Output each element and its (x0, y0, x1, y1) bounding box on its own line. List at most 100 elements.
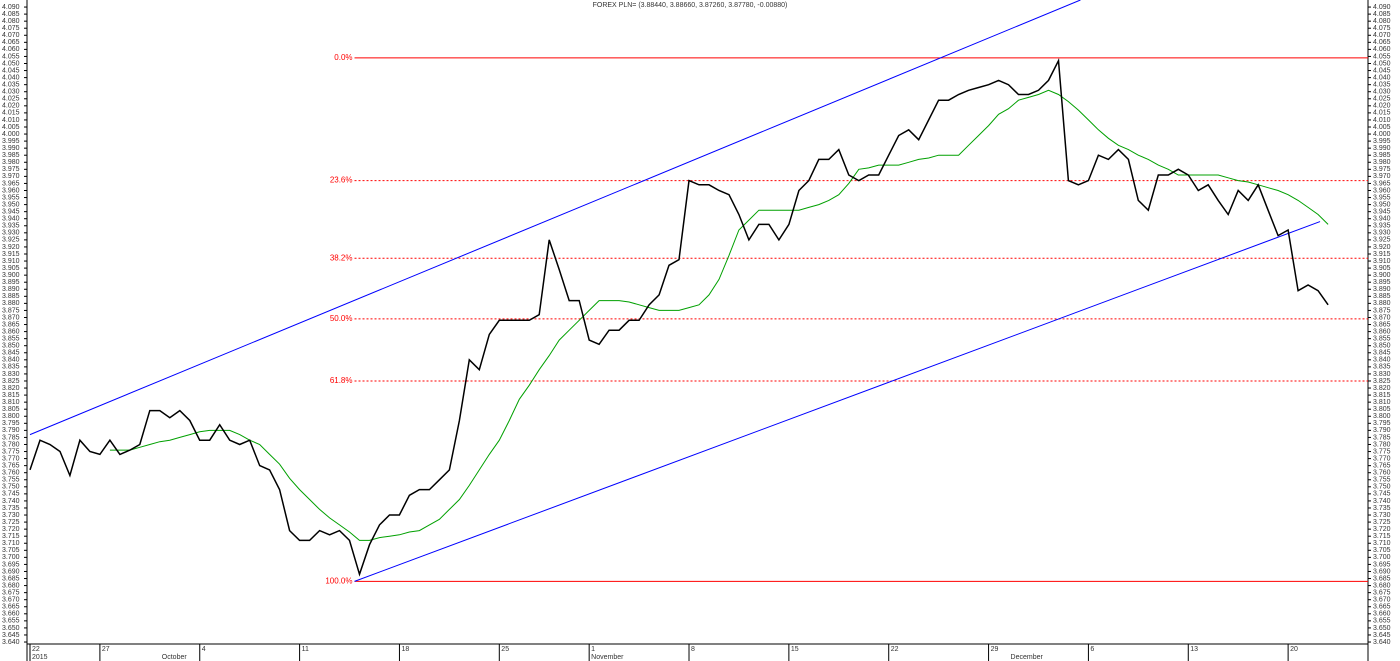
y-tick-label: 3.880 (2, 300, 20, 307)
x-tick-label: 29 (991, 646, 999, 653)
x-tick-label: 8 (691, 646, 695, 653)
y-tick-label: 3.980 (2, 159, 20, 166)
fib-label: 100.0% (325, 576, 352, 585)
y-tick-label: 3.990 (2, 145, 20, 152)
y-tick-label: 3.715 (2, 533, 20, 540)
series-line (29, 57, 1329, 577)
y-tick-label: 4.015 (1373, 110, 1391, 117)
x-tick-label: 15 (791, 646, 799, 653)
y-tick-label: 4.085 (2, 11, 20, 18)
y-tick-label: 3.905 (2, 265, 20, 272)
x-tick-label: 13 (1190, 646, 1198, 653)
y-tick-label: 3.740 (1373, 498, 1391, 505)
y-tick-label: 3.760 (1373, 470, 1391, 477)
y-tick-label: 3.865 (2, 321, 20, 328)
y-tick-label: 3.875 (1373, 307, 1391, 314)
y-tick-label: 3.640 (2, 639, 20, 646)
y-tick-label: 3.910 (2, 258, 20, 265)
y-tick-label: 3.725 (2, 519, 20, 526)
y-tick-label: 3.770 (2, 455, 20, 462)
y-tick-label: 3.730 (1373, 512, 1391, 519)
y-tick-label: 3.665 (1373, 604, 1391, 611)
y-tick-label: 3.795 (1373, 420, 1391, 427)
y-tick-label: 3.900 (2, 272, 20, 279)
y-tick-label: 3.800 (2, 413, 20, 420)
y-tick-label: 3.940 (1373, 216, 1391, 223)
y-tick-label: 3.675 (2, 589, 20, 596)
fib-label: 23.6% (330, 176, 353, 185)
y-tick-label: 3.770 (1373, 455, 1391, 462)
y-tick-label: 3.715 (1373, 533, 1391, 540)
trend-line (29, 0, 1081, 436)
y-tick-label: 4.040 (1373, 74, 1391, 81)
y-tick-label: 3.950 (1373, 201, 1391, 208)
y-tick-label: 3.885 (2, 293, 20, 300)
series-line (109, 89, 1329, 541)
y-tick-label: 4.005 (2, 124, 20, 131)
y-tick-label: 3.690 (2, 568, 20, 575)
y-tick-label: 4.035 (2, 82, 20, 89)
y-tick-label: 3.970 (1373, 173, 1391, 180)
y-tick-label: 3.695 (2, 561, 20, 568)
y-tick-label: 3.680 (1373, 582, 1391, 589)
y-tick-label: 3.890 (2, 286, 20, 293)
x-tick-label: 27 (102, 646, 110, 653)
y-tick-label: 4.030 (2, 89, 20, 96)
y-tick-label: 4.015 (2, 110, 20, 117)
y-tick-label: 3.680 (2, 582, 20, 589)
y-tick-label: 3.760 (2, 470, 20, 477)
y-tick-label: 3.845 (1373, 350, 1391, 357)
y-tick-label: 3.915 (1373, 251, 1391, 258)
y-tick-label: 3.840 (2, 357, 20, 364)
y-tick-label: 3.705 (2, 547, 20, 554)
x-tick-label: 18 (401, 646, 409, 653)
y-tick-label: 3.810 (1373, 399, 1391, 406)
y-tick-label: 3.945 (1373, 209, 1391, 216)
y-tick-label: 3.655 (2, 618, 20, 625)
y-tick-label: 3.735 (1373, 505, 1391, 512)
y-tick-label: 4.035 (1373, 82, 1391, 89)
y-tick-label: 3.785 (1373, 434, 1391, 441)
x-tick-label: 6 (1090, 646, 1094, 653)
y-tick-label: 3.710 (2, 540, 20, 547)
y-tick-label: 3.675 (1373, 589, 1391, 596)
y-tick-label: 4.070 (2, 32, 20, 39)
period-label: November (591, 654, 624, 661)
y-tick-label: 4.055 (2, 53, 20, 60)
y-tick-label: 3.885 (1373, 293, 1391, 300)
y-tick-label: 3.745 (2, 491, 20, 498)
y-tick-label: 3.765 (1373, 462, 1391, 469)
y-tick-label: 4.065 (1373, 39, 1391, 46)
y-tick-label: 3.685 (1373, 575, 1391, 582)
y-tick-label: 3.775 (2, 448, 20, 455)
y-tick-label: 3.985 (1373, 152, 1391, 159)
y-tick-label: 3.975 (2, 166, 20, 173)
y-tick-label: 3.700 (2, 554, 20, 561)
y-tick-label: 3.915 (2, 251, 20, 258)
y-tick-label: 3.755 (2, 477, 20, 484)
fib-label: 50.0% (330, 314, 353, 323)
y-tick-label: 4.090 (2, 4, 20, 11)
y-tick-label: 3.930 (1373, 230, 1391, 237)
y-tick-label: 3.785 (2, 434, 20, 441)
y-tick-label: 3.965 (2, 180, 20, 187)
y-tick-label: 3.825 (1373, 378, 1391, 385)
y-tick-label: 3.900 (1373, 272, 1391, 279)
y-tick-label: 3.805 (1373, 406, 1391, 413)
y-tick-label: 3.845 (2, 350, 20, 357)
y-tick-label: 3.970 (2, 173, 20, 180)
x-tick-label: 4 (202, 646, 206, 653)
y-tick-label: 4.055 (1373, 53, 1391, 60)
y-tick-label: 3.935 (1373, 223, 1391, 230)
x-tick-label: 22 (891, 646, 899, 653)
y-tick-label: 3.850 (1373, 343, 1391, 350)
y-tick-label: 3.990 (1373, 145, 1391, 152)
y-tick-label: 3.725 (1373, 519, 1391, 526)
y-tick-label: 3.740 (2, 498, 20, 505)
chart-title: FOREX PLN= (3.88440, 3.88660, 3.87260, 3… (593, 2, 788, 9)
y-tick-label: 3.925 (2, 237, 20, 244)
y-tick-label: 3.825 (2, 378, 20, 385)
y-tick-label: 3.830 (1373, 371, 1391, 378)
y-tick-label: 3.870 (1373, 314, 1391, 321)
